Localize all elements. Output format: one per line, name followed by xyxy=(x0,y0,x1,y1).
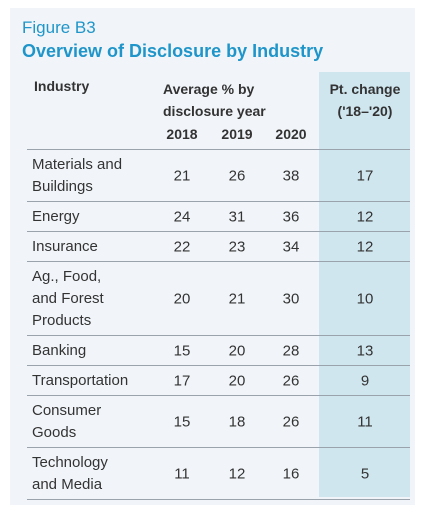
pt-change-value: 17 xyxy=(356,167,374,184)
header-average: Average % by disclosure year xyxy=(163,78,266,122)
disclosure-table: Materials and Buildings 21 26 38 17 Energy 24 31… xyxy=(27,149,410,500)
value-2019: 21 xyxy=(228,290,246,307)
header-pt-change-line1: Pt. change xyxy=(329,81,401,97)
table-row: Technology and Media 11 12 16 5 xyxy=(27,447,410,500)
value-2019: 23 xyxy=(228,238,246,255)
year-header-2019: 2019 xyxy=(221,126,253,142)
pt-change-value: 13 xyxy=(356,342,374,359)
industry-name-line: Banking xyxy=(32,341,87,359)
industry-name-line: Insurance xyxy=(32,237,98,255)
figure-title: Overview of Disclosure by Industry xyxy=(22,41,324,61)
industry-name-line: and Media xyxy=(32,475,103,493)
table-row: Insurance 22 23 34 12 xyxy=(27,231,410,261)
table-row: Materials and Buildings 21 26 38 17 xyxy=(27,149,410,201)
pt-change-value: 11 xyxy=(357,413,373,430)
value-2020: 28 xyxy=(282,342,300,359)
industry-name: Insurance xyxy=(27,236,152,258)
value-2018: 15 xyxy=(173,342,191,359)
pt-change-value: 9 xyxy=(360,372,370,389)
value-2019: 26 xyxy=(228,167,246,184)
value-2020: 26 xyxy=(282,413,300,430)
industry-name: Materials and Buildings xyxy=(27,154,152,198)
header-average-line2: disclosure year xyxy=(163,103,266,119)
value-2018: 24 xyxy=(173,208,191,225)
header-pt-change-line2: ('18–'20) xyxy=(337,103,393,119)
value-2020: 38 xyxy=(282,167,300,184)
value-2019: 20 xyxy=(228,372,246,389)
industry-name-line: Ag., Food, xyxy=(32,267,102,285)
industry-name-line: Transportation xyxy=(32,371,129,389)
industry-name-line: Consumer xyxy=(32,401,102,419)
industry-name: Ag., Food, and Forest Products xyxy=(27,266,152,332)
value-2020: 36 xyxy=(282,208,300,225)
figure-label: Figure B3 xyxy=(22,18,96,37)
header-average-line1: Average % by xyxy=(163,81,255,97)
year-header-2020: 2020 xyxy=(275,126,307,142)
industry-name-line: Materials and xyxy=(32,155,123,173)
pt-change-value: 12 xyxy=(356,208,374,225)
pt-change-column-highlight xyxy=(319,72,410,497)
value-2018: 17 xyxy=(173,372,191,389)
industry-name: Technology and Media xyxy=(27,452,152,496)
industry-name: Transportation xyxy=(27,370,152,392)
industry-name-line: Buildings xyxy=(32,177,93,195)
pt-change-value: 12 xyxy=(356,238,374,255)
header-industry: Industry xyxy=(34,78,90,94)
pt-change-value: 10 xyxy=(356,290,374,307)
table-row: Banking 15 20 28 13 xyxy=(27,335,410,365)
industry-name-line: Energy xyxy=(32,207,80,225)
table-row: Energy 24 31 36 12 xyxy=(27,201,410,231)
value-2019: 18 xyxy=(228,413,246,430)
value-2018: 21 xyxy=(173,167,191,184)
industry-name-line: and Forest xyxy=(32,289,104,307)
value-2019: 12 xyxy=(228,465,246,482)
industry-name: Banking xyxy=(27,340,152,362)
industry-name-line: Technology xyxy=(32,453,108,471)
table-row: Consumer Goods 15 18 26 11 xyxy=(27,395,410,447)
industry-name-line: Products xyxy=(32,311,92,329)
value-2019: 20 xyxy=(228,342,246,359)
value-2020: 26 xyxy=(282,372,300,389)
value-2018: 11 xyxy=(174,465,190,482)
pt-change-value: 5 xyxy=(360,465,370,482)
value-2019: 31 xyxy=(228,208,246,225)
industry-name: Energy xyxy=(27,206,152,228)
year-header-2018: 2018 xyxy=(166,126,198,142)
value-2018: 15 xyxy=(173,413,191,430)
value-2020: 16 xyxy=(282,465,300,482)
header-pt-change: Pt. change ('18–'20) xyxy=(320,78,410,122)
industry-name-line: Goods xyxy=(32,423,77,441)
table-row: Transportation 17 20 26 9 xyxy=(27,365,410,395)
value-2020: 34 xyxy=(282,238,300,255)
value-2018: 20 xyxy=(173,290,191,307)
value-2020: 30 xyxy=(282,290,300,307)
industry-name: Consumer Goods xyxy=(27,400,152,444)
table-row: Ag., Food, and Forest Products 20 21 30 10 xyxy=(27,261,410,335)
value-2018: 22 xyxy=(173,238,191,255)
